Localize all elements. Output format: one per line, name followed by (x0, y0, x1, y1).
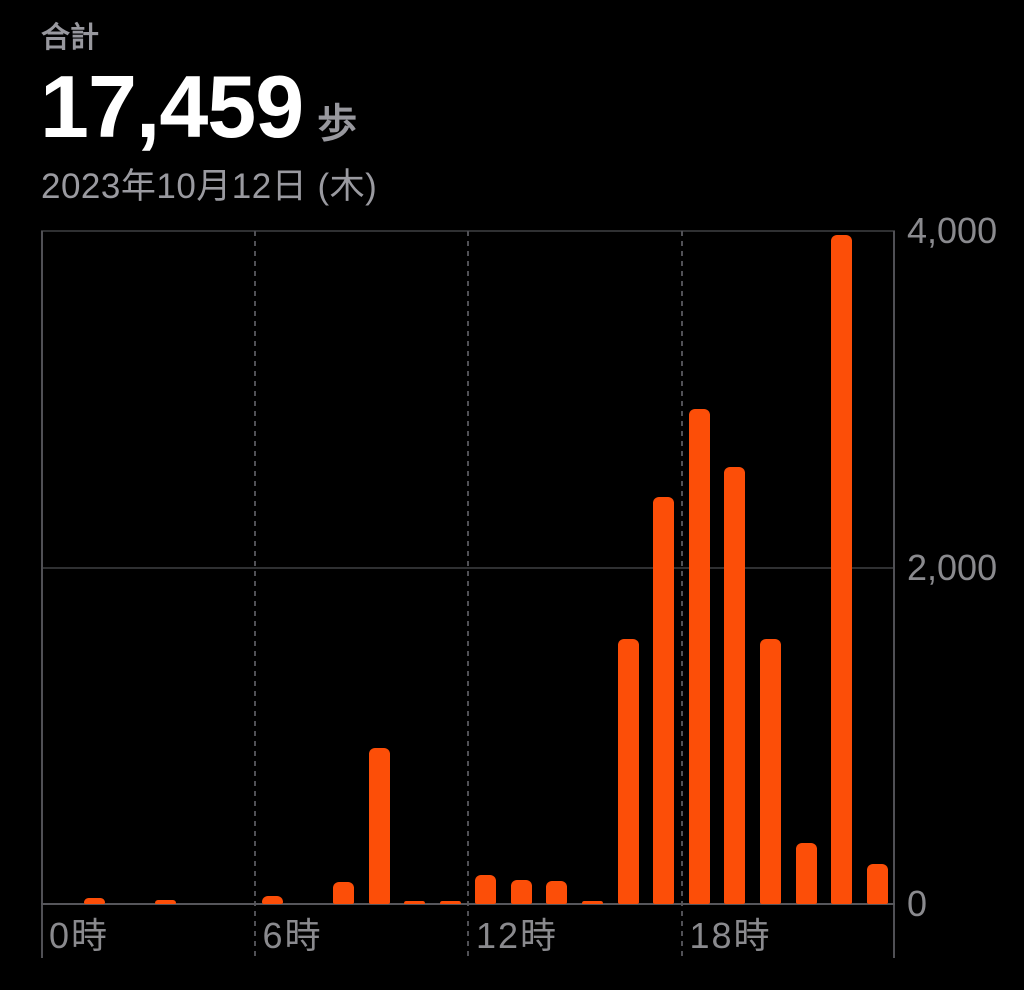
bar-hour-20[interactable] (759, 639, 781, 904)
bar-hour-23[interactable] (866, 864, 888, 904)
bar-hour-22[interactable] (831, 235, 853, 904)
plot-right-border (893, 231, 895, 958)
bar-hour-12[interactable] (475, 875, 497, 904)
bar-hour-15[interactable] (582, 901, 604, 904)
total-steps-value: 17,459 (40, 57, 304, 156)
bar-hour-13[interactable] (510, 880, 532, 904)
bar-hour-16[interactable] (617, 639, 639, 904)
total-steps-unit: 歩 (317, 102, 358, 146)
x-gridline-6 (253, 231, 256, 958)
x-axis-label-18: 18時 (689, 915, 772, 956)
y-axis-label-2000: 2,000 (907, 546, 998, 588)
bar-hour-21[interactable] (795, 843, 817, 904)
x-axis-label-6: 6時 (262, 915, 323, 956)
plot-left-border (41, 231, 43, 958)
total-label: 合計 (41, 22, 100, 54)
bar-hour-1[interactable] (83, 898, 105, 904)
date-label: 2023年10月12日 (木) (41, 167, 378, 206)
bar-hour-9[interactable] (368, 748, 390, 904)
bar-hour-6[interactable] (261, 896, 283, 904)
bar-hour-18[interactable] (688, 409, 710, 904)
bar-hour-11[interactable] (439, 901, 461, 904)
x-gridline-18 (680, 231, 683, 958)
bar-hour-14[interactable] (546, 881, 568, 904)
bar-hour-19[interactable] (724, 467, 746, 904)
total-value-row: 17,459 歩 (40, 56, 357, 158)
y-gridline-0 (41, 903, 895, 905)
bar-hour-10[interactable] (404, 901, 426, 904)
bar-hour-3[interactable] (155, 900, 177, 904)
bar-hour-8[interactable] (332, 882, 354, 904)
y-axis-label-4000: 4,000 (907, 210, 998, 251)
x-axis-label-12: 12時 (476, 915, 559, 956)
y-axis-label-0: 0 (907, 883, 928, 924)
x-gridline-12 (467, 231, 469, 958)
x-axis-label-0: 0時 (49, 915, 110, 956)
bar-hour-17[interactable] (653, 497, 675, 904)
